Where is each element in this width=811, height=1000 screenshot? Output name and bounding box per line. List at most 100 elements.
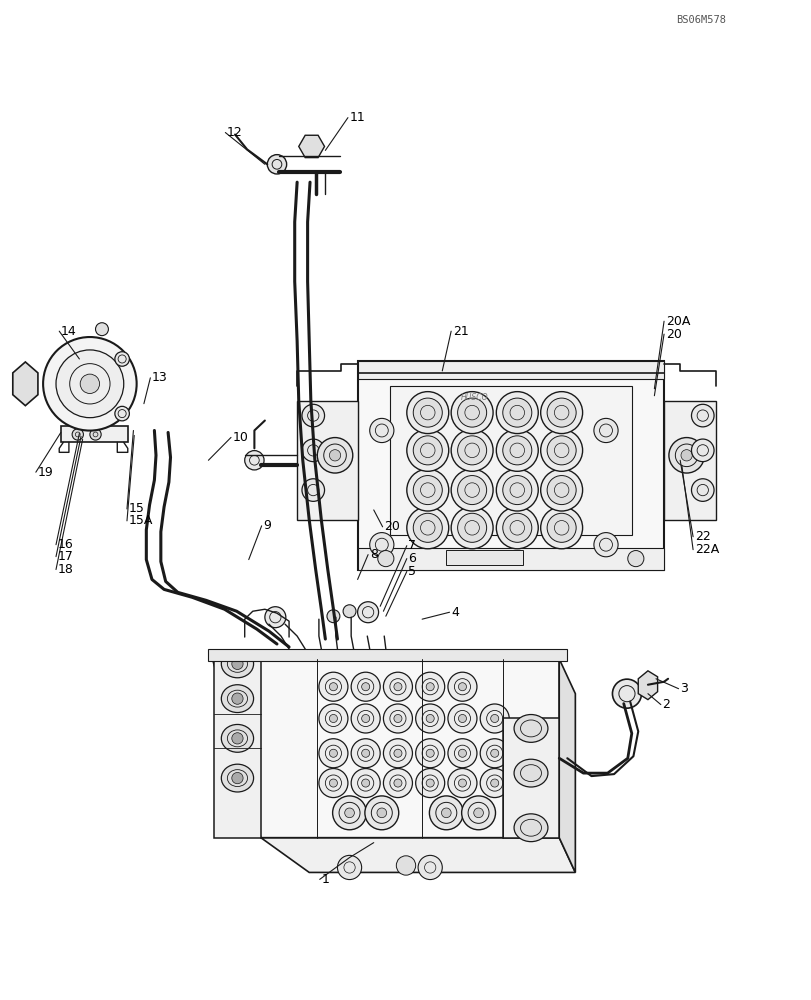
Circle shape (458, 779, 466, 787)
Circle shape (540, 469, 582, 511)
Circle shape (319, 769, 347, 798)
Text: 15A: 15A (128, 514, 152, 527)
Bar (446, 550, 522, 565)
Circle shape (627, 551, 643, 567)
Polygon shape (559, 659, 575, 872)
Bar (663, 401, 715, 520)
Circle shape (413, 513, 442, 542)
Circle shape (415, 672, 444, 701)
Circle shape (490, 714, 498, 723)
Circle shape (231, 772, 242, 784)
Circle shape (383, 704, 412, 733)
Polygon shape (61, 426, 127, 442)
Circle shape (337, 855, 361, 880)
Circle shape (302, 479, 324, 501)
Bar (297, 401, 357, 520)
Circle shape (114, 406, 129, 421)
Circle shape (327, 610, 340, 623)
Circle shape (479, 704, 508, 733)
Text: 8: 8 (370, 548, 378, 561)
Circle shape (451, 507, 492, 549)
Circle shape (448, 769, 476, 798)
Ellipse shape (221, 724, 253, 752)
Circle shape (418, 855, 442, 880)
Text: 5: 5 (408, 565, 416, 578)
Bar (389, 386, 631, 535)
Text: 7: 7 (408, 539, 416, 552)
Text: 6: 6 (408, 552, 416, 565)
Circle shape (415, 739, 444, 768)
Circle shape (451, 392, 492, 434)
Polygon shape (298, 135, 324, 158)
Circle shape (547, 398, 576, 427)
Circle shape (426, 779, 434, 787)
Polygon shape (13, 362, 38, 406)
Circle shape (302, 439, 324, 462)
Polygon shape (260, 838, 575, 872)
Bar (357, 361, 663, 379)
Text: 17: 17 (58, 550, 74, 563)
Circle shape (490, 779, 498, 787)
Circle shape (72, 429, 84, 440)
Circle shape (429, 796, 463, 830)
Circle shape (244, 451, 264, 470)
Ellipse shape (513, 715, 547, 742)
Text: 13: 13 (152, 371, 168, 384)
Circle shape (461, 796, 495, 830)
Circle shape (350, 704, 380, 733)
Circle shape (540, 429, 582, 471)
Circle shape (114, 352, 129, 366)
Ellipse shape (221, 650, 253, 678)
Circle shape (540, 392, 582, 434)
Circle shape (393, 683, 401, 691)
Circle shape (502, 476, 531, 505)
Text: 19: 19 (37, 466, 54, 479)
Circle shape (458, 714, 466, 723)
Circle shape (264, 607, 285, 628)
Circle shape (473, 808, 483, 818)
Circle shape (329, 749, 337, 757)
Text: 20: 20 (665, 328, 680, 341)
Ellipse shape (221, 685, 253, 713)
Circle shape (457, 398, 486, 427)
Text: 3: 3 (680, 682, 687, 695)
Bar (357, 548, 663, 570)
Circle shape (413, 398, 442, 427)
Circle shape (319, 739, 347, 768)
Circle shape (383, 739, 412, 768)
Circle shape (415, 769, 444, 798)
Text: 21: 21 (453, 325, 468, 338)
Circle shape (343, 605, 355, 618)
Circle shape (691, 404, 713, 427)
Circle shape (329, 450, 341, 461)
Circle shape (540, 507, 582, 549)
Circle shape (502, 398, 531, 427)
Circle shape (479, 769, 508, 798)
Circle shape (448, 704, 476, 733)
Circle shape (56, 350, 123, 418)
Circle shape (451, 469, 492, 511)
Circle shape (547, 436, 576, 465)
Ellipse shape (221, 764, 253, 792)
Circle shape (80, 374, 100, 393)
Polygon shape (214, 659, 260, 838)
Ellipse shape (513, 759, 547, 787)
Circle shape (350, 672, 380, 701)
Circle shape (406, 429, 448, 471)
Circle shape (441, 808, 451, 818)
Text: 18: 18 (58, 563, 74, 576)
Circle shape (383, 769, 412, 798)
Text: HUSCO: HUSCO (460, 393, 487, 402)
Circle shape (393, 779, 401, 787)
Circle shape (406, 392, 448, 434)
Circle shape (547, 476, 576, 505)
Polygon shape (212, 659, 559, 838)
Circle shape (593, 533, 617, 557)
Ellipse shape (513, 814, 547, 842)
Circle shape (458, 749, 466, 757)
Circle shape (396, 856, 415, 875)
Text: 2: 2 (662, 698, 670, 711)
Text: 15: 15 (128, 502, 144, 515)
Circle shape (329, 779, 337, 787)
Circle shape (426, 683, 434, 691)
